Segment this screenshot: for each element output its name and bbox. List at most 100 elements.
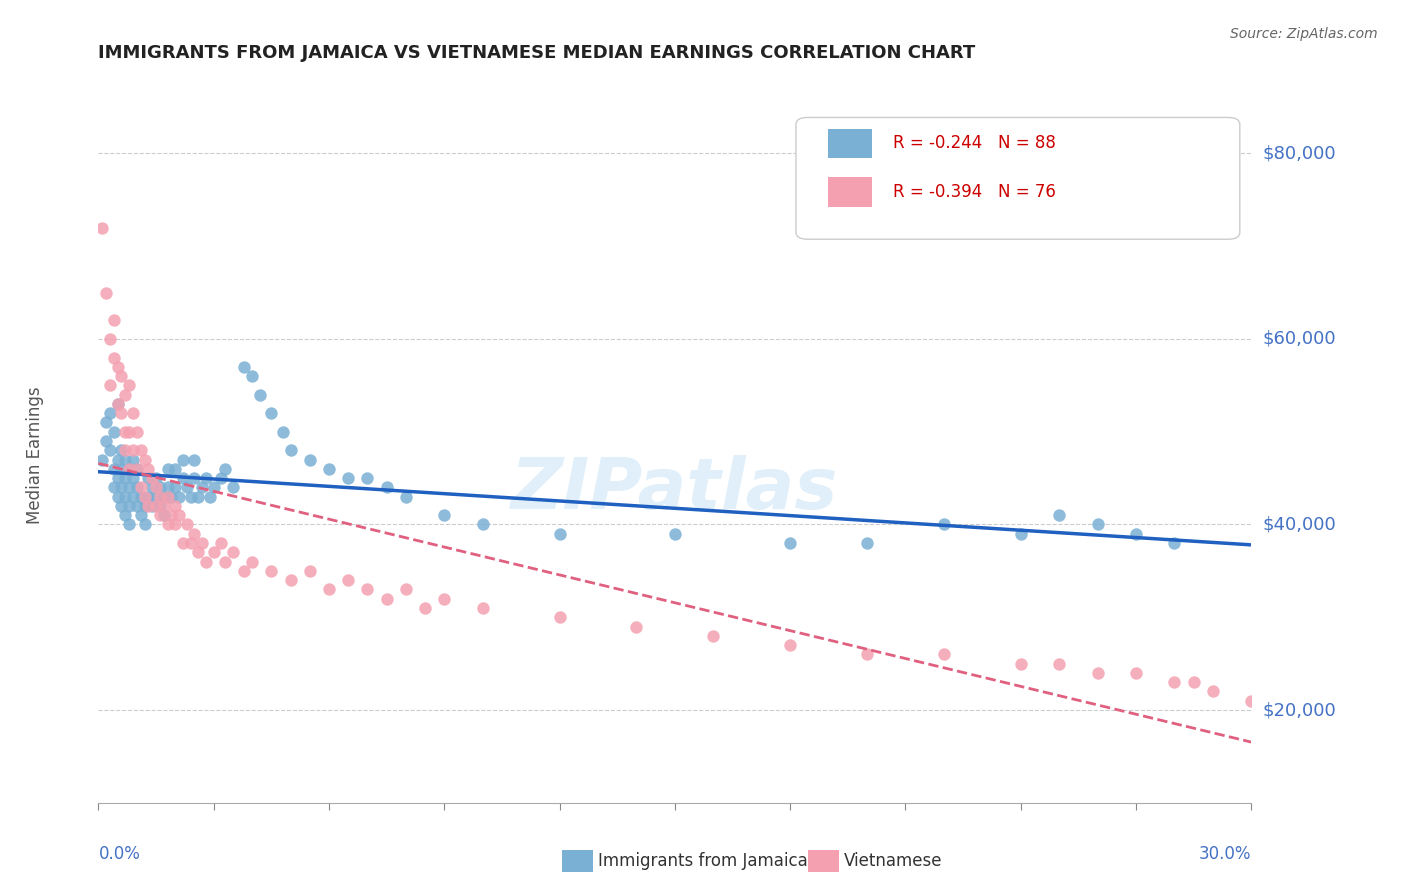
Point [160,508,183,523]
Point [702,629,724,643]
Point [932,517,955,532]
Point [114,452,136,467]
Point [856,536,879,550]
Point [176,517,198,532]
Point [214,462,236,476]
Point [214,555,236,569]
Point [118,462,141,476]
Point [114,443,136,458]
Point [122,406,145,420]
Point [191,536,214,550]
Point [122,452,145,467]
Point [165,480,187,494]
Point [94,434,117,448]
Point [103,480,125,494]
Text: R = -0.394   N = 76: R = -0.394 N = 76 [893,183,1056,201]
Point [110,499,132,513]
Point [337,573,360,587]
Point [626,619,648,633]
Point [167,490,190,504]
Point [471,601,494,615]
Point [98,443,121,458]
Point [271,425,294,439]
Point [118,378,141,392]
Point [167,508,190,523]
Point [134,499,156,513]
Point [433,508,456,523]
Text: Source: ZipAtlas.com: Source: ZipAtlas.com [1230,27,1378,41]
Text: $20,000: $20,000 [1263,701,1336,719]
Point [202,545,225,559]
Point [129,508,152,523]
Point [664,526,686,541]
Point [152,490,174,504]
Point [356,582,378,597]
Text: ZIPatlas: ZIPatlas [512,455,838,524]
Point [114,490,136,504]
Point [107,397,129,411]
Point [395,490,418,504]
Point [298,564,321,578]
Point [103,425,125,439]
Point [114,471,136,485]
Point [118,480,141,494]
Point [110,369,132,384]
Point [152,499,174,513]
Point [129,443,152,458]
Point [114,387,136,401]
Point [110,406,132,420]
Point [249,387,271,401]
Point [1010,526,1032,541]
Point [183,471,205,485]
Point [152,508,174,523]
Point [145,499,167,513]
Point [138,490,160,504]
Point [149,499,172,513]
Point [195,471,218,485]
Point [260,406,283,420]
Point [141,499,163,513]
Point [548,526,571,541]
Point [172,471,194,485]
Point [141,471,163,485]
Point [172,536,194,550]
Point [318,462,340,476]
Point [180,536,202,550]
Point [138,462,160,476]
Point [471,517,494,532]
Point [180,490,202,504]
Point [125,462,148,476]
Point [375,480,398,494]
Point [91,452,114,467]
Point [125,480,148,494]
Point [94,416,117,430]
Point [356,471,378,485]
Point [1125,665,1147,680]
Point [209,536,232,550]
Point [98,406,121,420]
Point [183,526,205,541]
Point [122,443,145,458]
Point [110,443,132,458]
Point [433,591,456,606]
Point [176,480,198,494]
Point [1047,657,1070,671]
Point [103,313,125,327]
Point [172,452,194,467]
Point [222,480,245,494]
Point [110,462,132,476]
Point [1087,517,1109,532]
Point [107,359,129,374]
Point [103,351,125,365]
FancyBboxPatch shape [828,178,872,207]
Point [145,480,167,494]
Text: R = -0.244   N = 88: R = -0.244 N = 88 [893,134,1056,153]
Point [94,285,117,300]
Point [156,462,179,476]
Text: Median Earnings: Median Earnings [25,386,44,524]
Point [1240,694,1263,708]
Point [114,425,136,439]
Point [209,471,232,485]
Point [165,517,187,532]
Point [125,462,148,476]
